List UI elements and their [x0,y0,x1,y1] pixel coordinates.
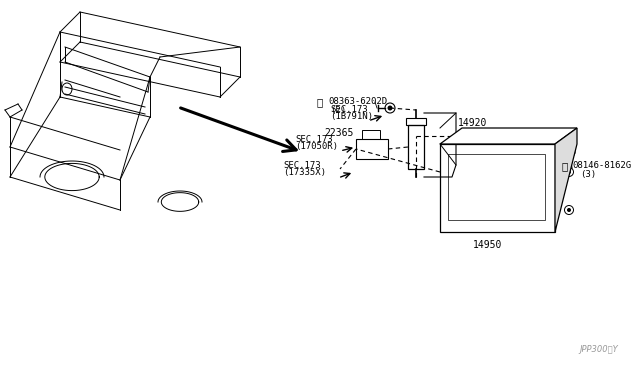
Text: (17050R): (17050R) [295,142,338,151]
Circle shape [567,208,571,212]
Text: SEC.173: SEC.173 [283,161,321,170]
Bar [440,144,555,232]
Bar [406,118,426,125]
Bar [362,130,380,139]
Circle shape [567,170,571,174]
Text: (3): (3) [580,170,596,179]
Text: 14920: 14920 [458,118,488,128]
Polygon shape [440,128,577,144]
Text: 08363-6202D: 08363-6202D [328,97,387,106]
Text: SEC.173: SEC.173 [330,105,367,114]
Text: SEC.173: SEC.173 [295,135,333,144]
Text: JPP300〈Y: JPP300〈Y [579,345,618,354]
Text: (17335X): (17335X) [283,168,326,177]
Text: (1B791N): (1B791N) [330,112,373,121]
Text: 14950: 14950 [474,240,502,250]
Text: 08146-8162G: 08146-8162G [572,161,631,170]
Bar [356,139,388,159]
Polygon shape [555,128,577,232]
Bar [408,125,424,169]
Text: (2): (2) [330,106,346,115]
Circle shape [568,150,572,154]
Text: Ⓑ: Ⓑ [562,161,568,171]
Circle shape [387,106,392,110]
Text: 22365: 22365 [324,128,354,138]
Text: Ⓢ: Ⓢ [317,97,323,107]
Bar [448,154,545,220]
